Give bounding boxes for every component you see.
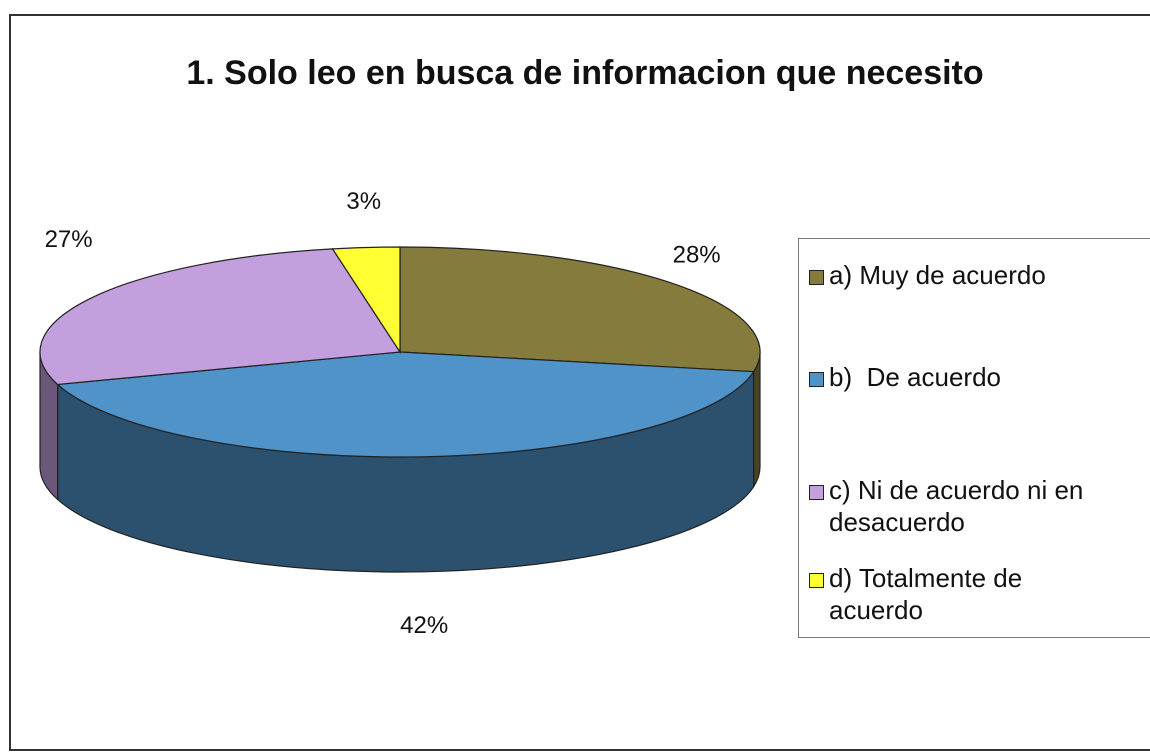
pie-slice	[56, 351, 755, 458]
legend: a) Muy de acuerdo b) De acuerdo c) Ni de a…	[798, 238, 1150, 638]
legend-swatch	[809, 372, 824, 387]
pie-slice	[331, 246, 401, 355]
pie-slice	[399, 246, 761, 373]
legend-swatch	[809, 270, 824, 285]
data-label: 28%	[673, 242, 721, 269]
legend-entry: a) Muy de acuerdo	[809, 259, 1119, 291]
pie-slice	[39, 248, 402, 386]
pie-side	[753, 351, 761, 489]
legend-entry: d) Totalmente de acuerdo	[809, 562, 1119, 626]
chart-title: 1. Solo leo en busca de informacion que …	[186, 54, 983, 92]
legend-label: c) Ni de acuerdo ni en desacuerdo	[829, 475, 1091, 537]
legend-entry: c) Ni de acuerdo ni en desacuerdo	[809, 474, 1119, 538]
pie: 28% 42% 27% 3%	[39, 188, 761, 639]
legend-label: b) De acuerdo	[829, 362, 1001, 392]
data-label: 3%	[346, 188, 381, 215]
data-label: 27%	[45, 226, 93, 253]
legend-label: d) Totalmente de acuerdo	[829, 563, 1030, 625]
legend-swatch	[809, 573, 824, 588]
legend-entry: b) De acuerdo	[809, 361, 1119, 393]
legend-swatch	[809, 485, 824, 500]
data-label: 42%	[400, 612, 448, 639]
legend-label: a) Muy de acuerdo	[829, 260, 1046, 290]
